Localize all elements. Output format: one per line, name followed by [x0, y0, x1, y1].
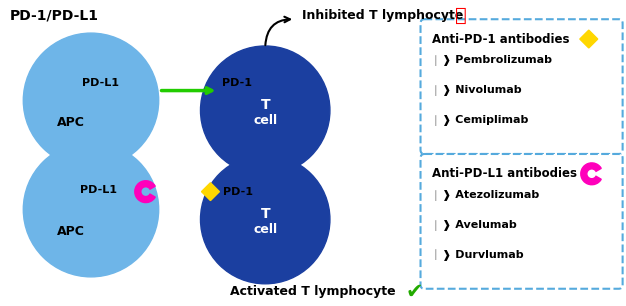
Text: Activated T lymphocyte: Activated T lymphocyte — [230, 285, 396, 298]
Text: cell: cell — [253, 223, 277, 236]
Text: cell: cell — [253, 114, 277, 127]
Text: PD-1/PD-L1: PD-1/PD-L1 — [9, 8, 98, 22]
Circle shape — [23, 33, 158, 168]
Text: PD-1: PD-1 — [223, 187, 254, 197]
Text: ✔: ✔ — [406, 282, 423, 302]
Text: APC: APC — [57, 116, 85, 129]
Circle shape — [200, 46, 330, 175]
Text: ⛔: ⛔ — [456, 6, 467, 25]
Text: T: T — [260, 99, 270, 112]
Text: ∣: ∣ — [433, 85, 438, 96]
Wedge shape — [581, 163, 601, 185]
Text: ∣: ∣ — [433, 190, 438, 201]
Text: Anti-PD-L1 antibodies: Anti-PD-L1 antibodies — [433, 167, 577, 180]
FancyBboxPatch shape — [421, 19, 623, 154]
Text: ❱ Pembrolizumab: ❱ Pembrolizumab — [443, 55, 552, 66]
Text: PD-L1: PD-L1 — [83, 78, 120, 88]
Text: ❱ Durvlumab: ❱ Durvlumab — [443, 250, 524, 261]
Text: T: T — [260, 207, 270, 222]
Text: ❱ Atezolizumab: ❱ Atezolizumab — [443, 190, 540, 201]
Text: APC: APC — [57, 225, 85, 238]
Text: ∣: ∣ — [433, 115, 438, 126]
Text: ∣: ∣ — [433, 220, 438, 231]
Polygon shape — [202, 183, 220, 200]
FancyBboxPatch shape — [421, 154, 623, 289]
Text: ∣: ∣ — [433, 250, 438, 260]
Text: Inhibited T lymphocyte: Inhibited T lymphocyte — [302, 9, 463, 22]
Text: Anti-PD-1 antibodies: Anti-PD-1 antibodies — [433, 32, 570, 46]
Circle shape — [23, 142, 158, 277]
Text: PD-1: PD-1 — [222, 78, 252, 88]
Text: ❱ Avelumab: ❱ Avelumab — [443, 220, 517, 231]
Circle shape — [200, 155, 330, 284]
Text: PD-L1: PD-L1 — [81, 185, 118, 195]
Text: ❱ Nivolumab: ❱ Nivolumab — [443, 85, 522, 96]
Polygon shape — [580, 30, 598, 48]
Text: ❱ Cemiplimab: ❱ Cemiplimab — [443, 115, 529, 126]
Text: ∣: ∣ — [433, 55, 438, 66]
Wedge shape — [135, 181, 155, 203]
